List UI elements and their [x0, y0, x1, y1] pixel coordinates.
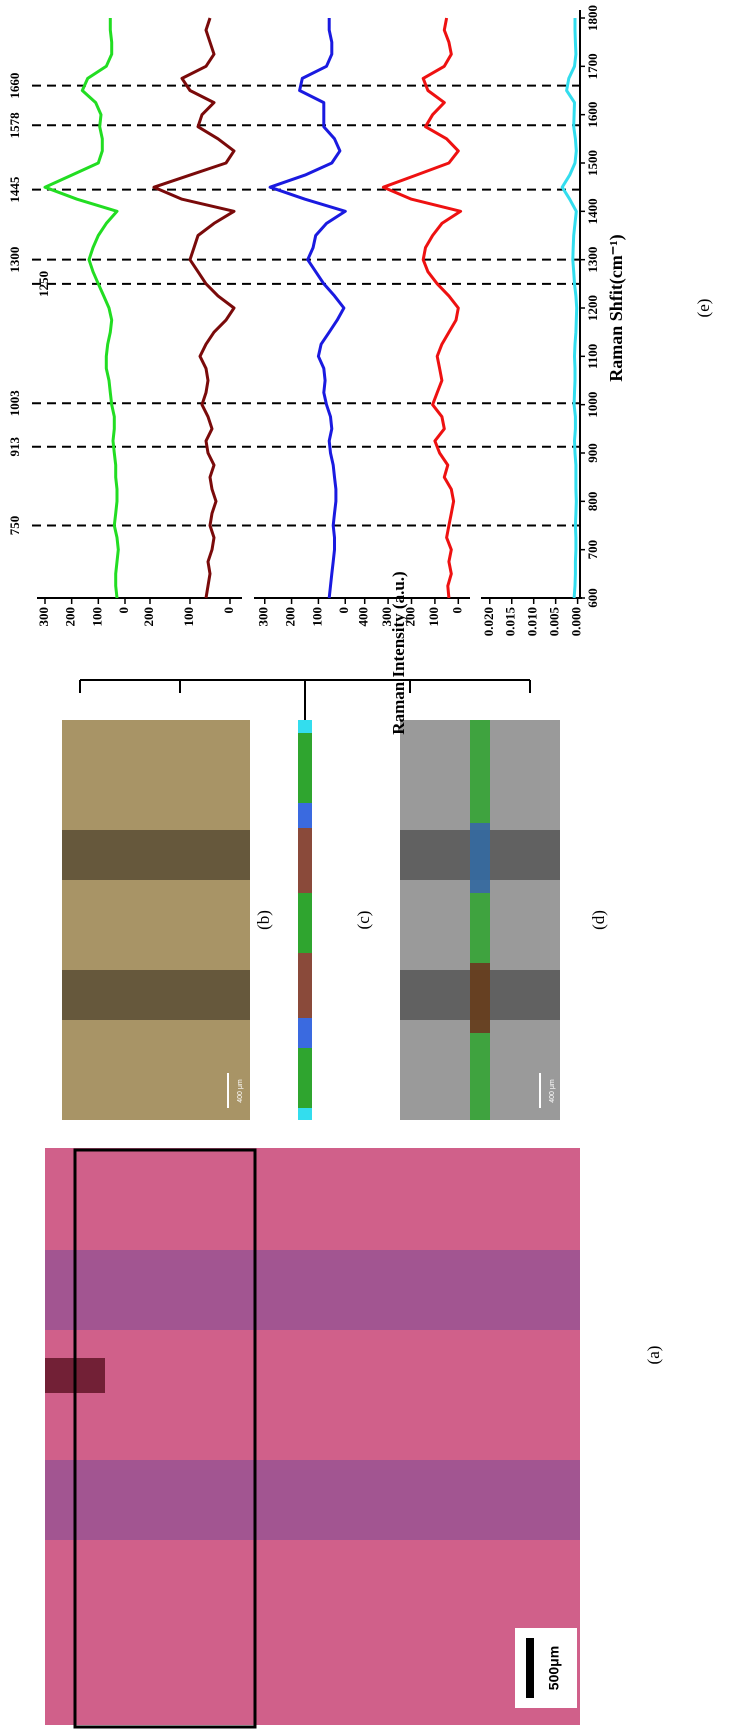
y-tick-label: 300 — [379, 607, 394, 627]
x-tick-label: 1000 — [585, 392, 600, 418]
cluster-segment — [298, 1048, 312, 1108]
y-tick-label: 100 — [426, 607, 441, 627]
y-tick-label: 200 — [402, 607, 417, 627]
cluster-segment — [298, 803, 312, 828]
peak-label: 1578 — [7, 112, 22, 139]
x-tick-label: 1200 — [585, 295, 600, 321]
peak-label: 1660 — [7, 73, 22, 99]
peak-label: 750 — [7, 516, 22, 536]
peak-label: 913 — [7, 436, 22, 456]
peak-label: 1445 — [7, 176, 22, 203]
optical-image — [62, 720, 250, 1120]
y-tick-label: 0.020 — [481, 607, 496, 636]
panel-label: (c) — [354, 911, 373, 930]
spectrum-line — [43, 18, 120, 599]
x-tick-label: 1700 — [585, 53, 600, 79]
y-tick-label: 0 — [449, 607, 464, 614]
landscape: 500μm (a) 400 μm (b) (c) 400 μm (d) Rama… — [7, 5, 713, 1729]
panel-label: (d) — [589, 910, 608, 930]
x-tick-label: 600 — [585, 588, 600, 608]
cluster-overlay — [470, 823, 490, 893]
cluster-overlay — [470, 963, 490, 1033]
y-tick-label: 100 — [181, 607, 196, 627]
y-tick-label: 300 — [36, 607, 51, 627]
scale-label: 400 μm — [237, 1079, 244, 1103]
panel-label: (a) — [644, 1346, 663, 1365]
region-box — [73, 1148, 257, 1729]
x-tick-label: 800 — [585, 492, 600, 512]
x-tick-label: 900 — [585, 443, 600, 463]
peak-label: 1003 — [7, 390, 22, 417]
cluster-segment — [298, 893, 312, 953]
y-tick-label: 0.005 — [547, 607, 562, 637]
tissue-band — [62, 830, 250, 880]
tissue-band — [45, 1460, 580, 1540]
cluster-overlay — [470, 720, 490, 1120]
x-tick-label: 1500 — [585, 150, 600, 176]
y-tick-label: 0.015 — [503, 607, 518, 637]
scale-label: 500μm — [546, 1646, 562, 1690]
spectrum-line — [381, 17, 463, 599]
y-tick-label: 200 — [63, 607, 78, 627]
y-tick-label: 0 — [221, 607, 236, 614]
cluster-segment — [298, 720, 312, 733]
cluster-segment — [298, 1018, 312, 1048]
y-tick-label: 400 — [356, 607, 371, 627]
tissue-band — [45, 1250, 580, 1330]
spectrum-line — [560, 18, 579, 599]
y-tick-label: 0 — [336, 607, 351, 614]
x-tick-label: 700 — [585, 540, 600, 560]
peak-label: 1300 — [7, 247, 22, 273]
panel-label: (e) — [694, 299, 713, 318]
y-tick-label: 0.000 — [569, 607, 584, 636]
y-tick-label: 0.010 — [525, 607, 540, 636]
x-tick-label: 1600 — [585, 102, 600, 128]
peak-label: 1250 — [36, 271, 51, 297]
spectrum-line — [152, 17, 236, 599]
panel-label: (b) — [254, 910, 273, 930]
x-tick-label: 1100 — [585, 344, 600, 369]
cluster-segment — [298, 733, 312, 803]
bracket — [79, 679, 531, 720]
x-tick-label: 1800 — [585, 5, 600, 31]
y-tick-label: 100 — [309, 607, 324, 627]
scale-label: 400 μm — [549, 1079, 556, 1103]
cluster-segment — [298, 1108, 312, 1120]
histology-image — [45, 1148, 580, 1725]
x-tick-label: 1400 — [585, 198, 600, 224]
y-tick-label: 0 — [116, 607, 131, 614]
y-tick-label: 300 — [256, 607, 271, 627]
tissue-band — [62, 970, 250, 1020]
x-axis-label: Raman Shfit(cm⁻¹) — [606, 234, 627, 381]
y-tick-label: 200 — [283, 607, 298, 627]
spectrum-line — [268, 18, 347, 599]
y-axis-label: Raman Intensity (a.u.) — [389, 571, 408, 734]
y-tick-label: 200 — [141, 607, 156, 627]
y-tick-label: 100 — [89, 607, 104, 627]
x-tick-label: 1300 — [585, 247, 600, 273]
